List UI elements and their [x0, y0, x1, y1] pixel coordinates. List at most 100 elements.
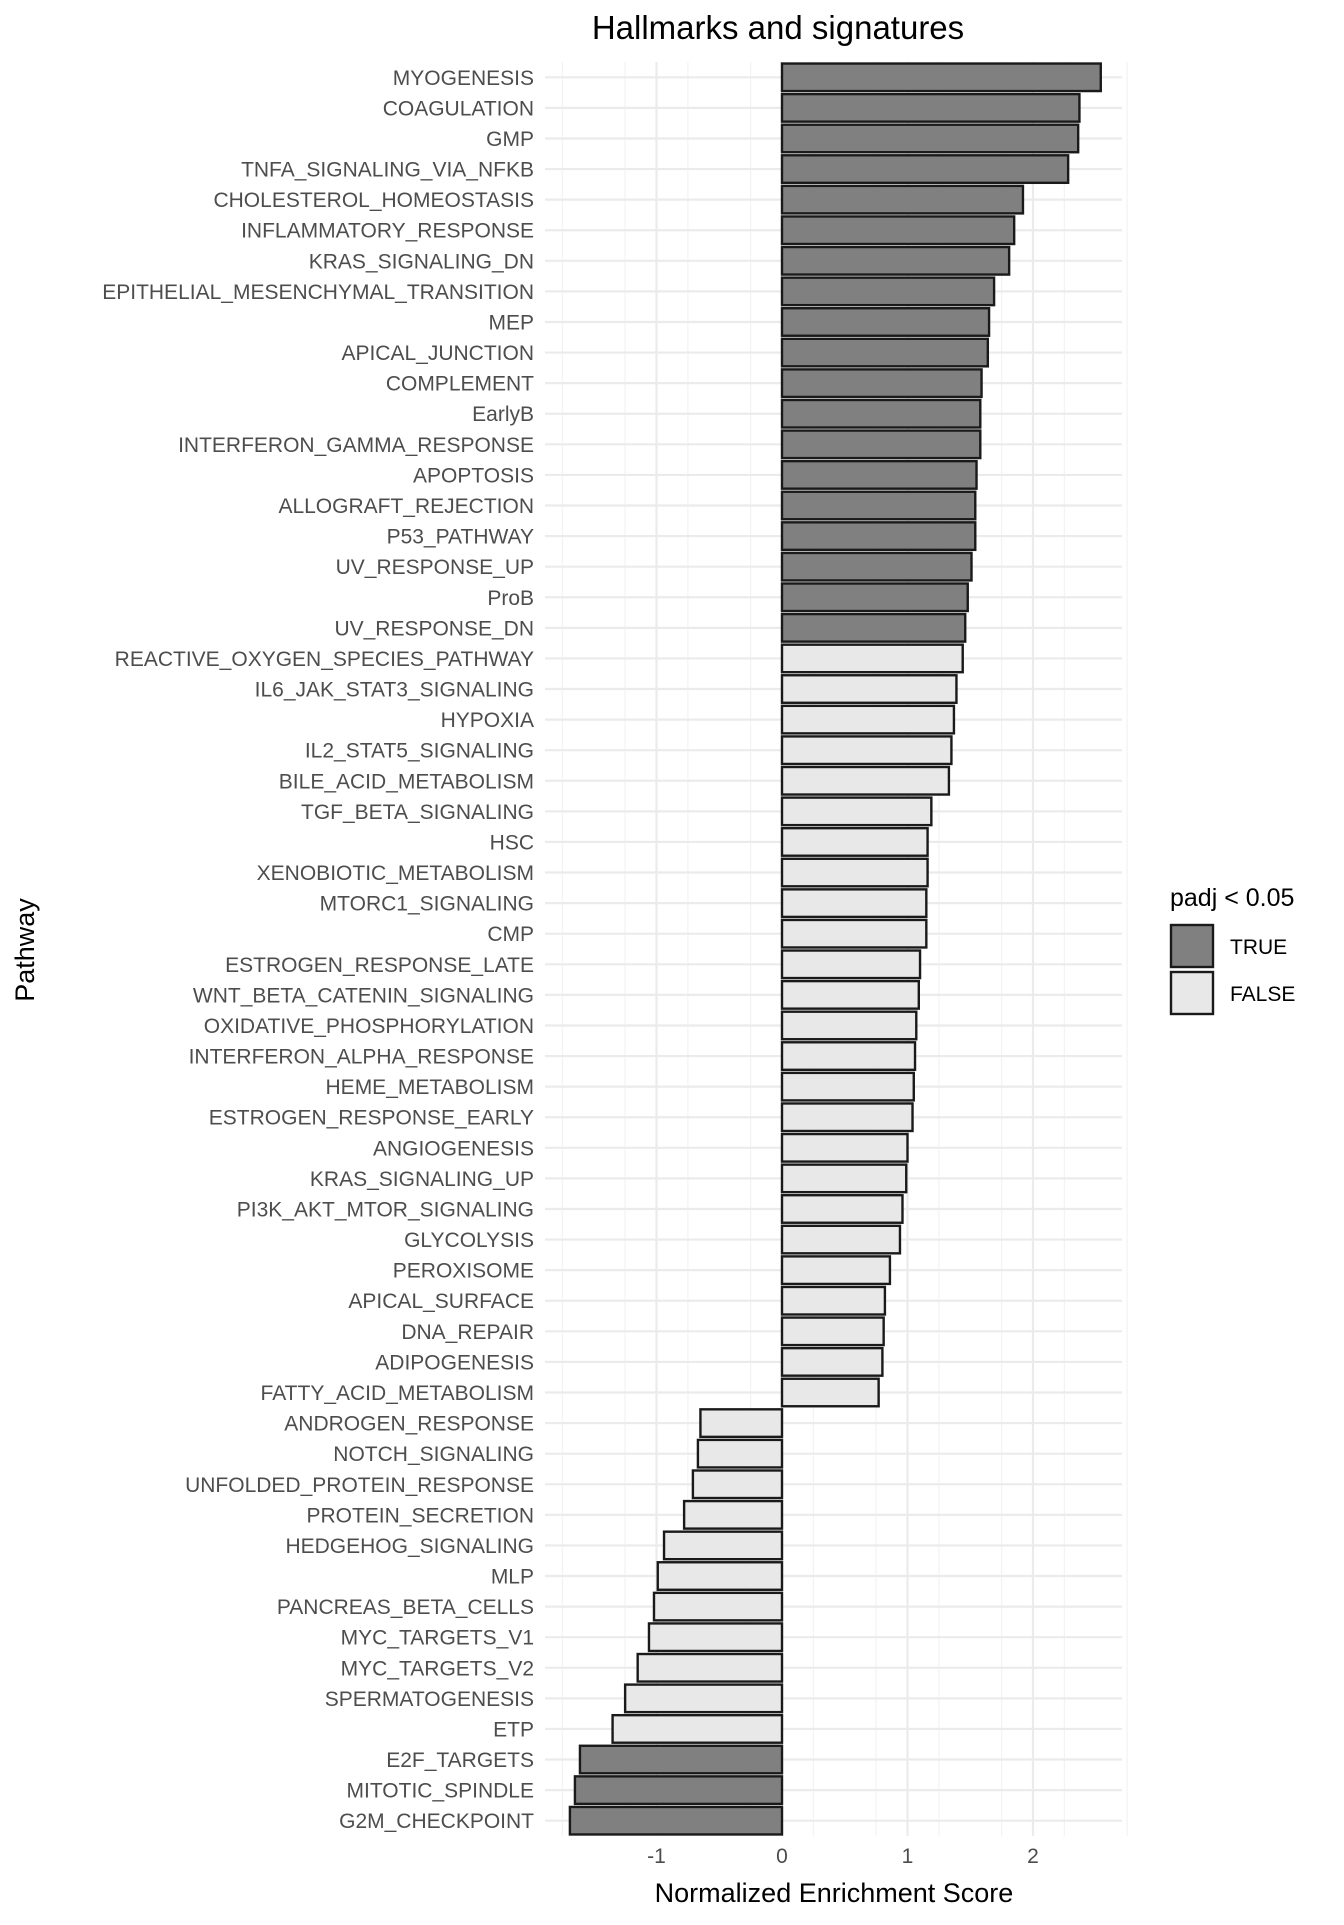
bar-dna_repair [780, 1316, 885, 1347]
y-tick-label: MITOTIC_SPINDLE [347, 1780, 534, 1803]
bar-myc_targets_v2 [636, 1652, 784, 1683]
bar-peroxisome [780, 1255, 892, 1286]
y-tick-label: IL2_STAT5_SIGNALING [305, 740, 534, 763]
y-tick-label: INFLAMMATORY_RESPONSE [241, 220, 534, 243]
y-tick-label: GLYCOLYSIS [404, 1229, 534, 1252]
bar-etp [611, 1713, 784, 1744]
bar-apical_surface [780, 1285, 887, 1316]
legend-title: padj < 0.05 [1170, 884, 1294, 912]
bar-androgen_response [699, 1408, 784, 1439]
bar-protein_secretion [682, 1499, 784, 1530]
y-tick-label: KRAS_SIGNALING_DN [309, 250, 534, 273]
legend-swatch-true [1169, 923, 1215, 969]
bar-hypoxia [780, 704, 956, 735]
y-tick-label: INTERFERON_GAMMA_RESPONSE [178, 434, 534, 457]
y-tick-label: PROTEIN_SECRETION [306, 1504, 534, 1527]
y-tick-label: APOPTOSIS [413, 464, 534, 487]
y-tick-label: COMPLEMENT [386, 373, 534, 396]
bar-myogenesis [780, 62, 1102, 93]
bar-angiogenesis [780, 1132, 909, 1163]
bar-interferon_gamma_response [780, 429, 982, 460]
bar-epithelial_mesenchymal_transition [780, 276, 996, 307]
y-tick-label: TGF_BETA_SIGNALING [301, 801, 534, 824]
y-tick-label: ADIPOGENESIS [375, 1351, 534, 1374]
y-tick-label: ALLOGRAFT_REJECTION [278, 495, 534, 518]
y-tick-label: ESTROGEN_RESPONSE_EARLY [209, 1107, 534, 1130]
bars [568, 62, 1102, 1836]
x-tick-label: 2 [1027, 1845, 1039, 1868]
y-tick-label: GMP [486, 128, 534, 151]
bar-uv_response_up [780, 551, 973, 582]
bar-e2f_targets [578, 1744, 784, 1775]
bar-mitotic_spindle [573, 1775, 784, 1806]
x-tick-label: 1 [902, 1845, 914, 1868]
y-tick-label: REACTIVE_OXYGEN_SPECIES_PATHWAY [115, 648, 534, 671]
y-tick-label: WNT_BETA_CATENIN_SIGNALING [193, 984, 534, 1007]
y-tick-label: CHOLESTEROL_HOMEOSTASIS [213, 189, 534, 212]
bar-complement [780, 368, 983, 399]
bar-glycolysis [780, 1224, 902, 1255]
y-tick-label: BILE_ACID_METABOLISM [279, 770, 534, 793]
bar-mlp [656, 1561, 784, 1591]
bar-p53_pathway [780, 521, 977, 552]
x-axis-title: Normalized Enrichment Score [655, 1878, 1014, 1908]
y-tick-label: CMP [487, 923, 534, 946]
y-tick-label: ProB [487, 587, 534, 610]
y-tick-label: EPITHELIAL_MESENCHYMAL_TRANSITION [102, 281, 534, 304]
bar-hsc [780, 826, 929, 857]
y-tick-label: HYPOXIA [441, 709, 534, 732]
x-tick-label: -1 [647, 1845, 666, 1868]
y-tick-label: ETP [493, 1718, 534, 1741]
bar-il6_jak_stat3_signaling [780, 674, 958, 704]
y-tick-label: DNA_REPAIR [401, 1321, 534, 1344]
y-tick-label: G2M_CHECKPOINT [339, 1810, 534, 1833]
bar-mep [780, 307, 991, 337]
y-tick-label: APICAL_JUNCTION [341, 342, 534, 365]
y-tick-label: HEDGEHOG_SIGNALING [285, 1535, 534, 1558]
bar-apoptosis [780, 459, 978, 490]
y-tick-label: ANDROGEN_RESPONSE [284, 1413, 534, 1436]
bar-xenobiotic_metabolism [780, 857, 929, 888]
bar-earlyb [780, 398, 982, 429]
bar-oxidative_phosphorylation [780, 1010, 918, 1041]
bar-wnt_beta_catenin_signaling [780, 979, 920, 1010]
bar-bile_acid_metabolism [780, 765, 951, 796]
bar-kras_signaling_up [780, 1163, 908, 1194]
bar-coagulation [780, 92, 1081, 123]
y-tick-label: FATTY_ACID_METABOLISM [261, 1382, 534, 1405]
bar-heme_metabolism [780, 1071, 915, 1102]
y-tick-label: PI3K_AKT_MTOR_SIGNALING [237, 1198, 534, 1221]
y-tick-label: PANCREAS_BETA_CELLS [277, 1596, 534, 1619]
bar-il2_stat5_signaling [780, 735, 953, 766]
y-tick-label: OXIDATIVE_PHOSPHORYLATION [204, 1015, 534, 1038]
y-tick-label: MTORC1_SIGNALING [320, 893, 534, 916]
x-tick-labels: -1 0 1 2 [647, 1845, 1039, 1868]
y-tick-label: MYC_TARGETS_V2 [341, 1657, 534, 1680]
bar-cmp [780, 918, 928, 949]
y-tick-label: UV_RESPONSE_DN [334, 617, 534, 640]
y-tick-label: NOTCH_SIGNALING [333, 1443, 534, 1466]
bar-kras_signaling_dn [780, 245, 1011, 276]
chart-title: Hallmarks and signatures [592, 9, 964, 46]
bar-tnfa_signaling_via_nfkb [780, 154, 1070, 185]
y-tick-label: KRAS_SIGNALING_UP [310, 1168, 534, 1191]
y-tick-label: PEROXISOME [393, 1260, 534, 1283]
y-axis-title: Pathway [10, 898, 40, 1002]
bar-estrogen_response_late [780, 949, 922, 980]
bar-spermatogenesis [623, 1683, 784, 1714]
y-tick-label: HEME_METABOLISM [326, 1076, 534, 1099]
bar-reactive_oxygen_species_pathway [780, 643, 964, 674]
y-tick-label: UNFOLDED_PROTEIN_RESPONSE [185, 1474, 534, 1497]
bar-allograft_rejection [780, 490, 977, 521]
y-tick-label: ANGIOGENESIS [373, 1137, 534, 1160]
bar-fatty_acid_metabolism [780, 1377, 880, 1408]
bar-notch_signaling [696, 1438, 784, 1469]
bar-prob [780, 582, 969, 613]
y-tick-label: APICAL_SURFACE [348, 1290, 534, 1313]
y-tick-label: MEP [488, 311, 534, 334]
y-tick-label: MYC_TARGETS_V1 [341, 1627, 534, 1650]
bar-inflammatory_response [780, 215, 1016, 246]
bar-gmp [780, 123, 1080, 154]
y-tick-label: UV_RESPONSE_UP [336, 556, 534, 579]
